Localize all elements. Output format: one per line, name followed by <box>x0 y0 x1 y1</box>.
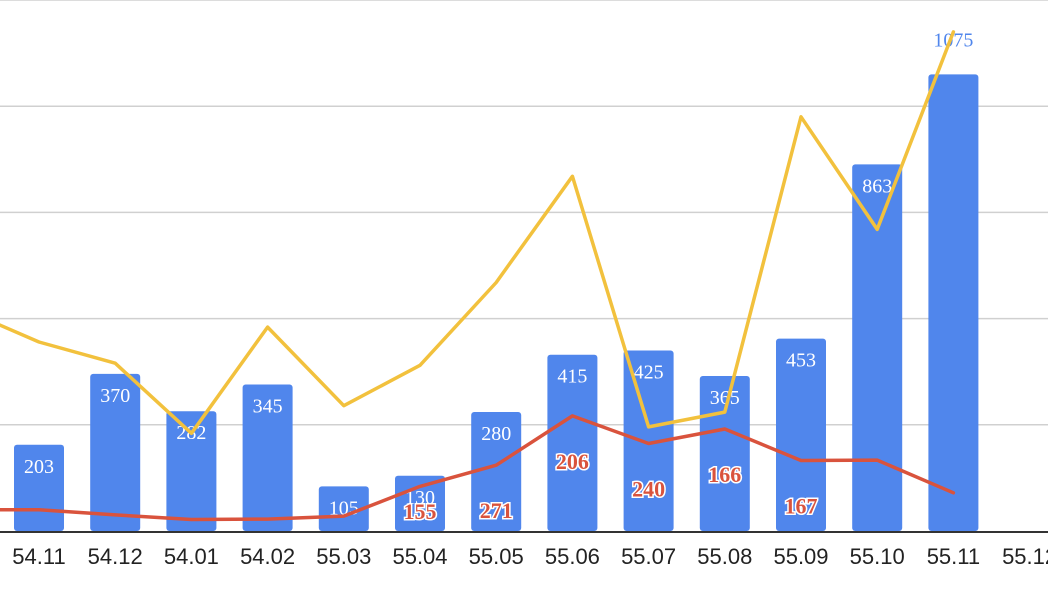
red-line-labels: 155 271 206 240 166 167 <box>402 447 819 525</box>
x-tick-label: 55.07 <box>621 544 676 569</box>
red-value-label: 155 <box>404 499 437 524</box>
red-value-label: 166 <box>708 462 741 487</box>
x-tick-label: 55.10 <box>850 544 905 569</box>
bar <box>242 384 293 531</box>
bar <box>318 486 369 531</box>
x-tick-label: 54.01 <box>164 544 219 569</box>
bar-value-label: 1075 <box>933 29 973 51</box>
bar <box>623 350 674 531</box>
bar <box>90 373 141 531</box>
bar <box>928 74 979 531</box>
x-tick-label: 55.04 <box>392 544 447 569</box>
bar-value-label: 415 <box>557 366 587 388</box>
x-tick-label: 55.09 <box>773 544 828 569</box>
bar-value-label: 280 <box>481 423 511 445</box>
red-value-label: 271 <box>480 498 513 523</box>
bar-value-label: 425 <box>634 361 664 383</box>
x-tick-label: 54.12 <box>88 544 143 569</box>
x-tick-labels: 54.11 54.12 54.01 54.02 55.03 55.04 55.05 55.06… <box>12 544 1048 569</box>
bar-value-label: 365 <box>710 387 740 409</box>
red-value-label: 167 <box>785 493 818 518</box>
bar <box>547 354 598 531</box>
bar-value-label: 453 <box>786 350 816 372</box>
yellow-line <box>0 30 956 436</box>
bar <box>471 412 522 531</box>
bar <box>776 338 826 531</box>
x-tick-label: 54.02 <box>240 544 295 569</box>
bar-value-label: 130 <box>405 487 435 509</box>
red-value-label: 206 <box>556 449 589 474</box>
red-value-label: 240 <box>632 476 665 501</box>
x-tick-label: 55.12 <box>1002 544 1048 569</box>
line-series <box>0 30 956 522</box>
bar-value-label: 863 <box>862 175 892 197</box>
x-tick-label: 55.05 <box>469 544 524 569</box>
bar-series <box>14 74 979 532</box>
red-line <box>0 414 956 522</box>
bar-value-label: 370 <box>100 385 130 407</box>
x-tick-label: 55.03 <box>316 544 371 569</box>
x-tick-label: 55.06 <box>545 544 600 569</box>
bar-value-label: 203 <box>24 456 54 478</box>
x-tick-label: 55.11 <box>927 544 980 569</box>
bar <box>166 411 217 531</box>
bar <box>852 164 903 532</box>
x-tick-label: 54.11 <box>12 544 65 569</box>
bar-value-label: 345 <box>253 395 283 417</box>
x-tick-label: 55.08 <box>697 544 752 569</box>
